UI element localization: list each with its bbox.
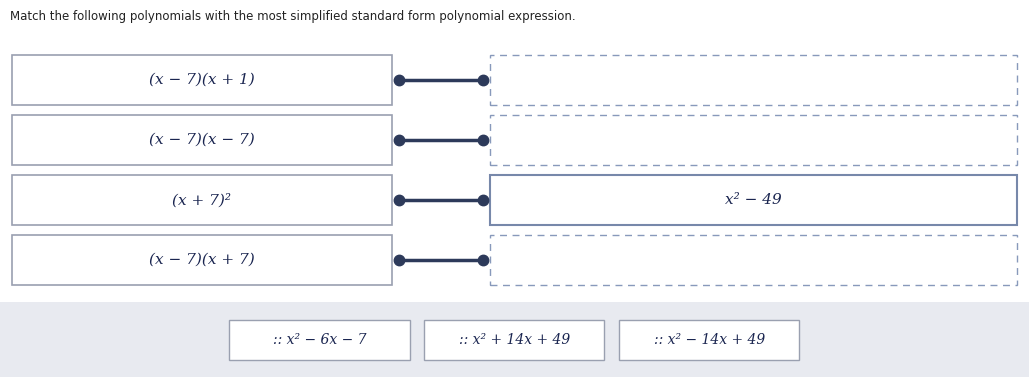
Text: (x − 7)(x + 1): (x − 7)(x + 1) (149, 73, 255, 87)
FancyBboxPatch shape (0, 302, 1029, 377)
FancyBboxPatch shape (490, 175, 1017, 225)
Text: x² − 49: x² − 49 (725, 193, 782, 207)
FancyBboxPatch shape (490, 235, 1017, 285)
FancyBboxPatch shape (425, 319, 604, 360)
FancyBboxPatch shape (12, 55, 392, 105)
FancyBboxPatch shape (0, 0, 1029, 302)
Text: :: x² − 6x − 7: :: x² − 6x − 7 (273, 333, 366, 346)
Text: (x − 7)(x − 7): (x − 7)(x − 7) (149, 133, 255, 147)
Text: Match the following polynomials with the most simplified standard form polynomia: Match the following polynomials with the… (10, 10, 575, 23)
FancyBboxPatch shape (619, 319, 800, 360)
FancyBboxPatch shape (229, 319, 410, 360)
Text: :: x² − 14x + 49: :: x² − 14x + 49 (653, 333, 766, 346)
FancyBboxPatch shape (12, 235, 392, 285)
FancyBboxPatch shape (12, 175, 392, 225)
FancyBboxPatch shape (12, 115, 392, 165)
FancyBboxPatch shape (490, 55, 1017, 105)
Text: (x + 7)²: (x + 7)² (173, 193, 232, 207)
Text: (x − 7)(x + 7): (x − 7)(x + 7) (149, 253, 255, 267)
Text: :: x² + 14x + 49: :: x² + 14x + 49 (459, 333, 570, 346)
FancyBboxPatch shape (490, 115, 1017, 165)
